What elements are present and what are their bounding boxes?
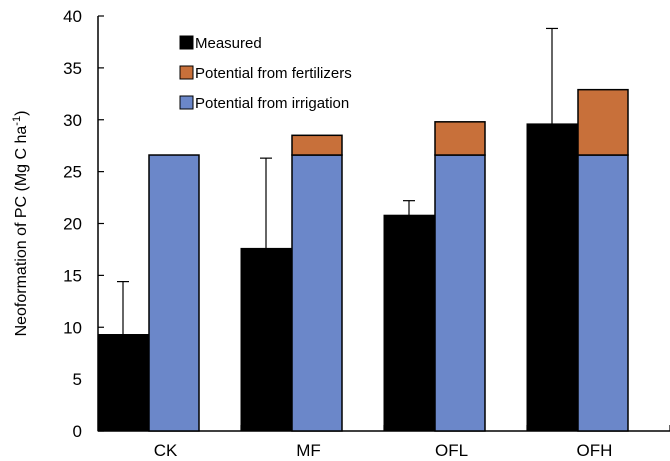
y-axis-label-close: ) bbox=[13, 111, 30, 116]
y-ticks: 0 5 10 15 20 25 30 35 40 bbox=[63, 7, 104, 441]
bar-measured bbox=[383, 214, 435, 432]
y-tick-label: 35 bbox=[63, 59, 82, 78]
x-tick-label: OFH bbox=[577, 441, 613, 460]
bar-potential-fertilizers bbox=[291, 134, 343, 156]
legend-label: Measured bbox=[195, 35, 262, 52]
x-tick-label: OFL bbox=[435, 441, 468, 460]
y-axis-label-main: Neoformation of PC (Mg C ha bbox=[13, 126, 30, 337]
legend-swatch bbox=[179, 65, 194, 80]
bar-measured bbox=[240, 247, 292, 432]
legend: Measured Potential from fertilizers Potent… bbox=[179, 35, 352, 112]
x-tick-label: MF bbox=[296, 441, 321, 460]
bar-potential-irrigation bbox=[291, 154, 343, 432]
y-tick-label: 30 bbox=[63, 111, 82, 130]
y-tick-label: 20 bbox=[63, 215, 82, 234]
bar-potential-fertilizers bbox=[434, 121, 486, 156]
y-tick-label: 40 bbox=[63, 7, 82, 26]
y-tick-label: 15 bbox=[63, 266, 82, 285]
bar-measured bbox=[526, 123, 578, 432]
error-bars bbox=[117, 27, 558, 335]
legend-swatch bbox=[179, 35, 194, 50]
legend-swatch bbox=[179, 95, 194, 110]
bar-potential-irrigation bbox=[434, 154, 486, 432]
bar-measured bbox=[97, 334, 149, 432]
y-axis-label: Neoformation of PC (Mg C ha-1) bbox=[11, 111, 30, 337]
bar-potential-irrigation bbox=[577, 154, 629, 432]
x-ticks: CK MF OFL OFH bbox=[154, 425, 670, 460]
bars bbox=[97, 88, 629, 432]
legend-label: Potential from irrigation bbox=[195, 95, 349, 112]
y-tick-label: 5 bbox=[73, 370, 82, 389]
legend-label: Potential from fertilizers bbox=[195, 65, 352, 82]
bar-potential-fertilizers bbox=[577, 88, 629, 156]
y-axis-label-sup: -1 bbox=[11, 116, 23, 126]
y-tick-label: 25 bbox=[63, 163, 82, 182]
bar-potential-irrigation bbox=[148, 154, 200, 432]
x-tick-label: CK bbox=[154, 441, 178, 460]
y-tick-label: 10 bbox=[63, 318, 82, 337]
y-tick-label: 0 bbox=[73, 422, 82, 441]
plot-area: 0 5 10 15 20 25 30 35 40 CK MF OFL OFH bbox=[63, 7, 670, 460]
